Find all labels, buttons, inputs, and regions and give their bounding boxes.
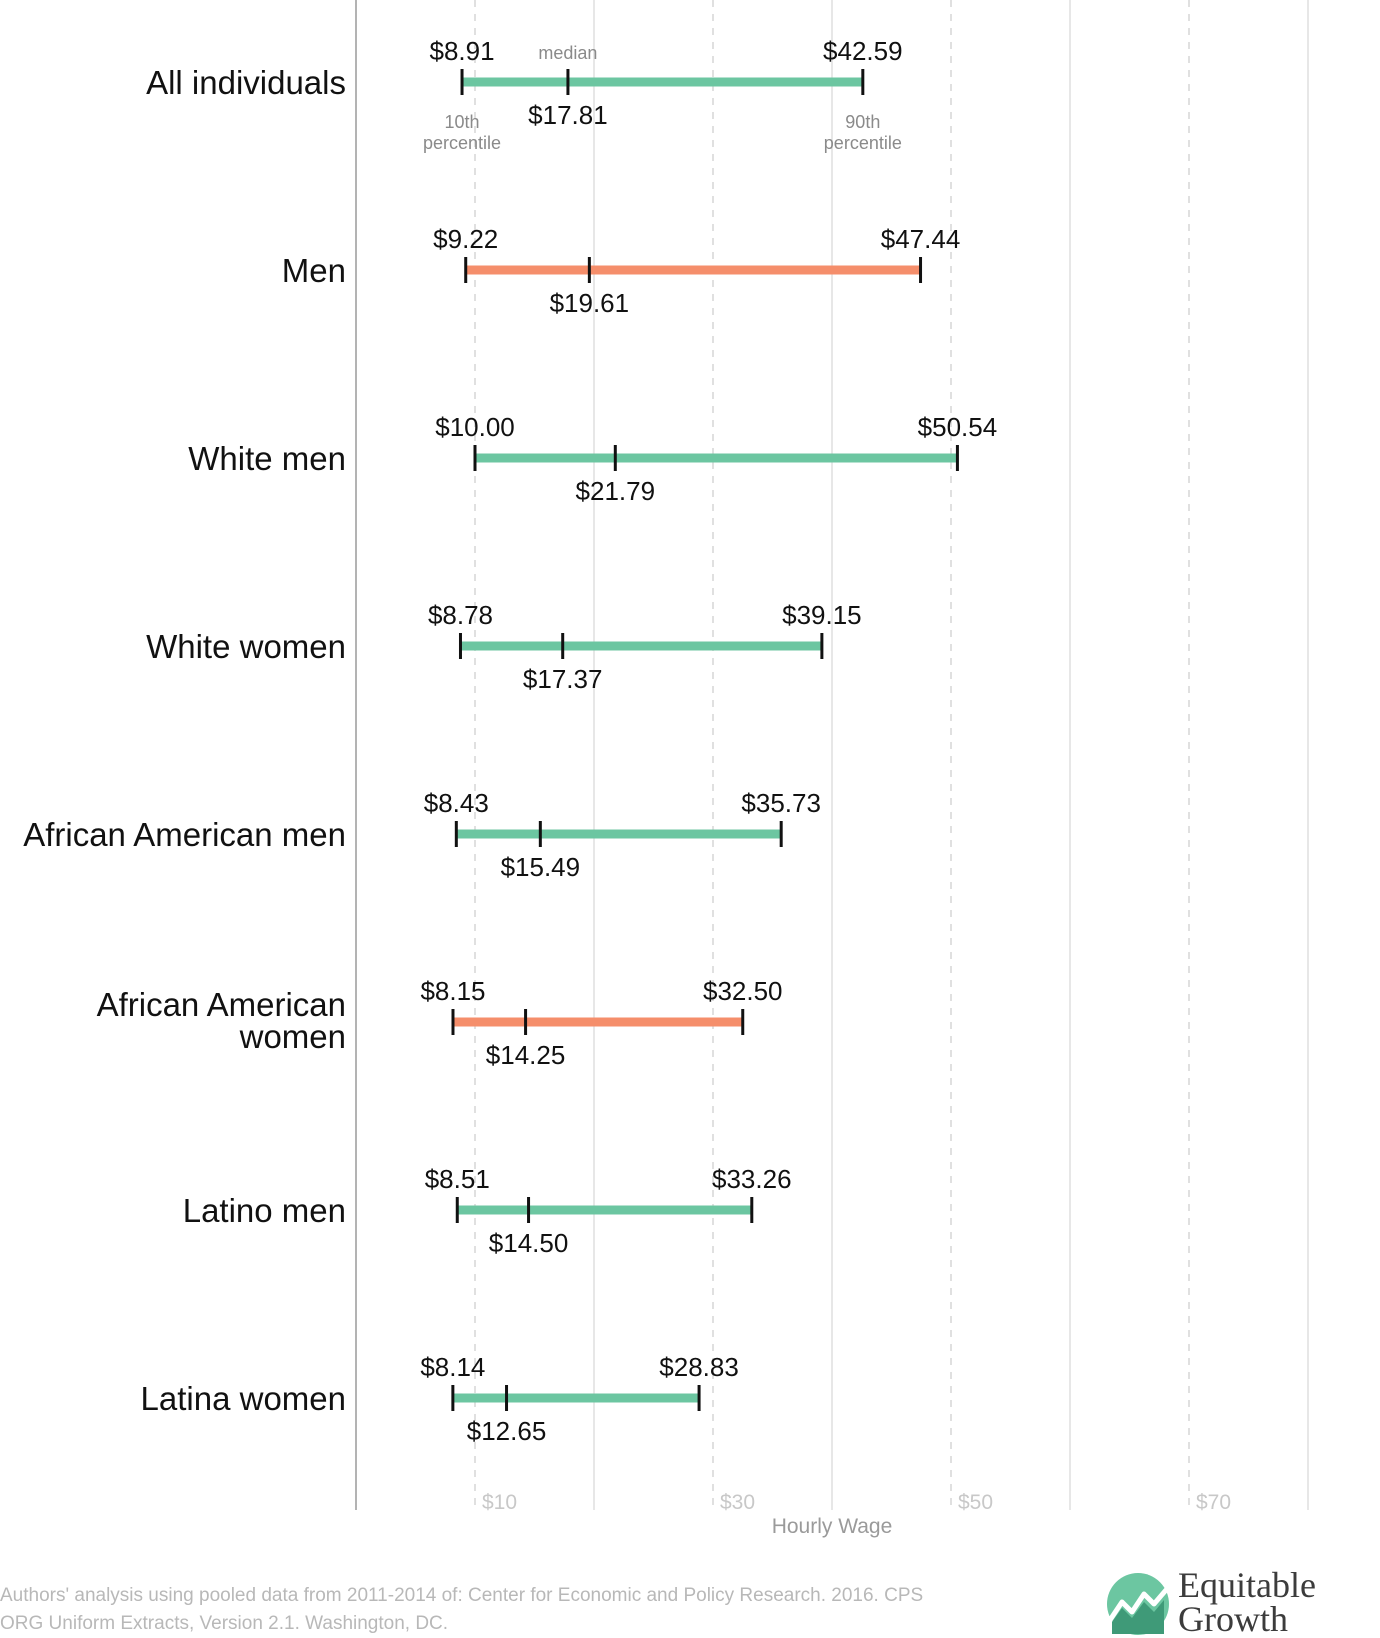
category-label: African American women <box>97 986 346 1055</box>
median-annotation: median <box>538 43 597 63</box>
p90-annotation: 90th percentile <box>824 112 902 153</box>
p90-value-label: $39.15 <box>782 600 862 630</box>
equitable-growth-logo: Equitable Growth <box>1106 1566 1380 1636</box>
x-tick-label: $70 <box>1196 1491 1231 1514</box>
p90-value-label: $50.54 <box>918 412 998 442</box>
p10-value-label: $8.51 <box>425 1164 490 1194</box>
p90-value-label: $35.73 <box>741 788 821 818</box>
p90-value-label: $47.44 <box>881 224 961 254</box>
p10-annotation: 10th percentile <box>423 112 501 153</box>
wage-range-chart: $10 $30 $50 $70 Hourly Wage All individuals $8… <box>23 0 1309 1538</box>
median-value-label: $12.65 <box>467 1416 547 1446</box>
category-label: All individuals <box>146 64 346 101</box>
median-value-label: $19.61 <box>550 288 630 318</box>
x-axis-title: Hourly Wage <box>772 1515 893 1538</box>
p10-value-label: $8.78 <box>428 600 493 630</box>
logo-text: Equitable Growth <box>1178 1566 1316 1636</box>
x-tick-label: $50 <box>958 1491 993 1514</box>
p90-value-label: $32.50 <box>703 976 783 1006</box>
p10-value-label: $10.00 <box>435 412 515 442</box>
category-label: White men <box>188 440 346 477</box>
median-value-label: $21.79 <box>576 476 656 506</box>
category-label: Men <box>282 252 346 289</box>
category-label: Latina women <box>141 1380 346 1417</box>
p10-value-label: $9.22 <box>433 224 498 254</box>
p90-value-label: $28.83 <box>659 1352 739 1382</box>
p90-value-label: $42.59 <box>823 36 903 66</box>
category-label: Latino men <box>183 1192 346 1229</box>
x-tick-label: $10 <box>482 1491 517 1514</box>
median-value-label: $14.25 <box>486 1040 566 1070</box>
growth-chart-icon <box>1107 1573 1169 1635</box>
median-value-label: $14.50 <box>489 1228 569 1258</box>
p10-value-label: $8.14 <box>420 1352 485 1382</box>
p10-value-label: $8.91 <box>429 36 494 66</box>
source-note: Authors' analysis using pooled data from… <box>0 1585 924 1634</box>
p10-value-label: $8.43 <box>424 788 489 818</box>
median-value-label: $17.37 <box>523 664 603 694</box>
median-value-label: $15.49 <box>501 852 581 882</box>
category-label: White women <box>146 628 346 665</box>
p90-value-label: $33.26 <box>712 1164 792 1194</box>
median-value-label: $17.81 <box>528 100 608 130</box>
x-tick-label: $30 <box>720 1491 755 1514</box>
category-label: African American men <box>23 816 346 853</box>
p10-value-label: $8.15 <box>420 976 485 1006</box>
